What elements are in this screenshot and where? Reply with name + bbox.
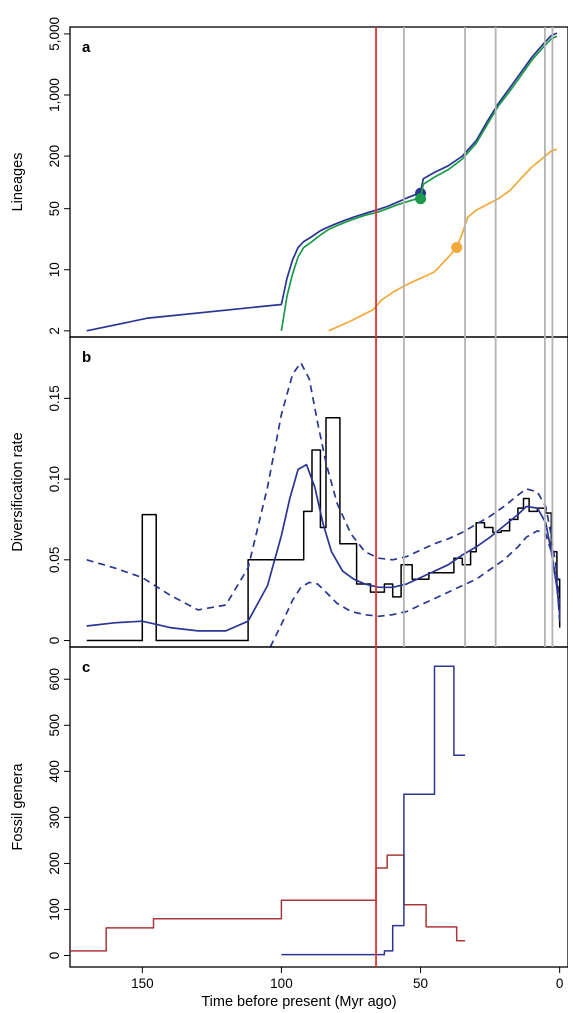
ytick-label-c-1: 100 (47, 898, 62, 921)
ytick-label-b-0: 0 (47, 637, 62, 645)
ytick-label-c-0: 0 (47, 952, 62, 960)
xtick-label-2: 50 (413, 976, 428, 991)
ytick-label-a-1: 10 (47, 262, 62, 277)
panel-b-label: b (82, 349, 91, 366)
series-b-0 (86, 416, 561, 642)
panel-c-ylabel: Fossil genera (10, 763, 26, 851)
panel-c-xlabel: Time before present (Myr ago) (201, 994, 396, 1010)
xtick-label-3: 0 (556, 976, 564, 991)
event-lines (375, 27, 554, 967)
panel-c-yaxis: 0 100 200 300 400 500 600 (47, 668, 70, 959)
ytick-label-b-2: 0.10 (47, 466, 62, 492)
ytick-label-b-1: 0.05 (47, 547, 62, 573)
panel-a: a Lineages 2 10 50 200 1,000 5,000 (10, 17, 568, 338)
ytick-label-b-3: 0.15 (47, 385, 62, 411)
ytick-label-a-2: 50 (47, 201, 62, 216)
xtick-label-1: 100 (270, 976, 293, 991)
panel-a-frame (69, 26, 568, 338)
series-c-1 (281, 665, 466, 956)
panel-b-yaxis: 0 0.05 0.10 0.15 (47, 385, 70, 644)
panel-a-ylabel: Lineages (10, 153, 26, 212)
panel-c-frame (69, 646, 568, 968)
marker-a-2 (451, 241, 463, 253)
panel-a-yaxis: 2 10 50 200 1,000 5,000 (47, 17, 70, 335)
ytick-label-a-0: 2 (47, 327, 62, 335)
xtick-label-0: 150 (131, 976, 154, 991)
panel-b-plot (86, 361, 561, 648)
panel-b-ylabel: Diversification rate (10, 432, 26, 551)
ytick-label-c-2: 200 (47, 852, 62, 875)
ytick-label-c-3: 300 (47, 806, 62, 829)
ytick-label-a-3: 200 (47, 145, 62, 168)
series-b-2 (86, 361, 561, 611)
series-c-0 (70, 854, 466, 952)
panel-a-plot (86, 32, 558, 332)
series-a-0 (86, 32, 558, 332)
panel-c-xaxis: 150 100 50 0 (131, 967, 563, 991)
series-a-1 (280, 35, 558, 331)
panel-c-plot (70, 665, 466, 956)
ytick-label-c-6: 600 (47, 668, 62, 691)
ytick-label-c-4: 400 (47, 760, 62, 783)
series-b-3 (269, 529, 561, 648)
panel-b: b Diversification rate 0 0.05 0.10 0.15 (10, 336, 568, 648)
series-a-2 (328, 148, 558, 332)
series-b-1 (86, 463, 561, 632)
ytick-label-a-4: 1,000 (47, 78, 62, 112)
panel-b-frame (69, 336, 568, 648)
panel-a-label: a (82, 39, 91, 56)
marker-a-1 (415, 193, 427, 205)
ytick-label-c-5: 500 (47, 714, 62, 737)
ytick-label-a-5: 5,000 (47, 17, 62, 51)
panel-c-label: c (82, 659, 90, 676)
